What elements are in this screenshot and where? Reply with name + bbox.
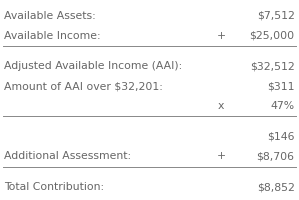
- Text: +: +: [217, 31, 226, 40]
- Text: $32,512: $32,512: [250, 61, 295, 71]
- Text: $311: $311: [267, 81, 295, 91]
- Text: Adjusted Available Income (AAI):: Adjusted Available Income (AAI):: [4, 61, 183, 71]
- Text: Available Assets:: Available Assets:: [4, 11, 96, 21]
- Text: $8,852: $8,852: [257, 181, 295, 191]
- Text: +: +: [217, 151, 226, 161]
- Text: $8,706: $8,706: [257, 151, 295, 161]
- Text: $146: $146: [267, 131, 295, 141]
- Text: Amount of AAI over $32,201:: Amount of AAI over $32,201:: [4, 81, 163, 91]
- Text: 47%: 47%: [270, 100, 295, 110]
- Text: Total Contribution:: Total Contribution:: [4, 181, 105, 191]
- Text: Available Income:: Available Income:: [4, 31, 101, 40]
- Text: $7,512: $7,512: [257, 11, 295, 21]
- Text: $25,000: $25,000: [249, 31, 295, 40]
- Text: x: x: [218, 100, 225, 110]
- Text: Additional Assessment:: Additional Assessment:: [4, 151, 132, 161]
